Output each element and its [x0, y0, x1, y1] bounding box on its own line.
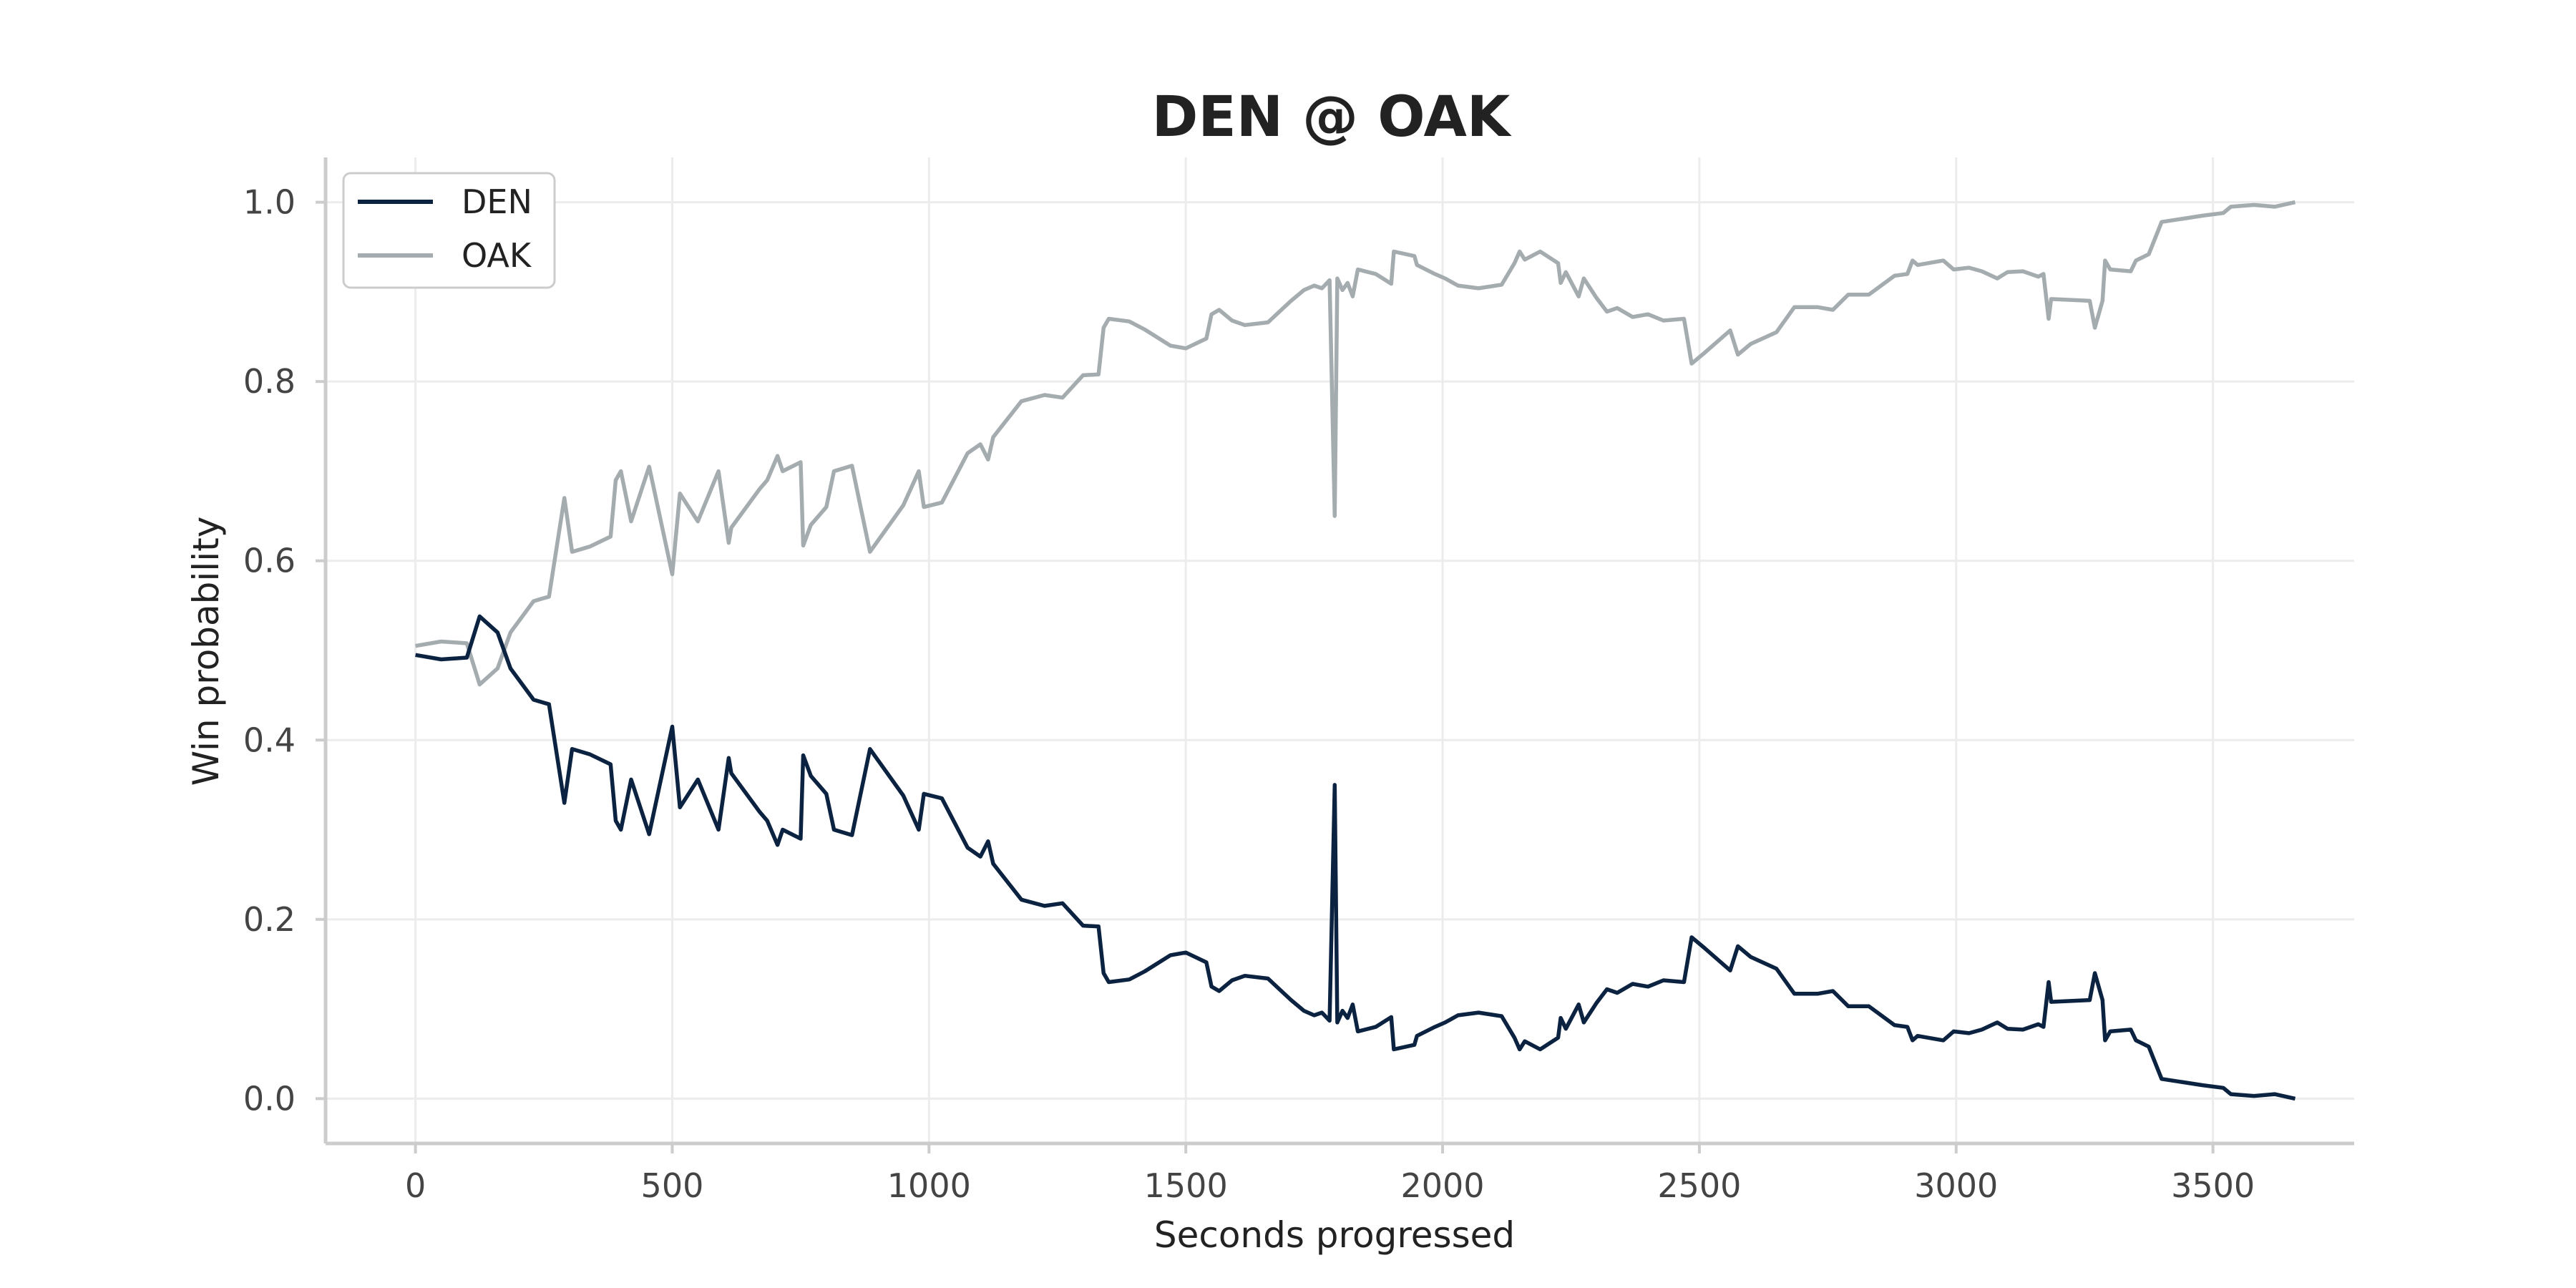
series-line-oak — [415, 200, 2296, 687]
x-tick-label: 3500 — [2171, 1166, 2255, 1205]
axes-spines — [323, 157, 2354, 1146]
x-tick-label: 3000 — [1914, 1166, 1998, 1205]
y-tick-label: 1.0 — [243, 183, 296, 222]
x-tick-label: 1500 — [1144, 1166, 1228, 1205]
series-lines — [415, 200, 2296, 1101]
legend: DEN OAK — [342, 172, 556, 289]
x-tick-label: 1000 — [887, 1166, 971, 1205]
x-tick-label: 2500 — [1657, 1166, 1741, 1205]
y-tick-label: 0.8 — [243, 362, 296, 401]
y-tick-label: 0.0 — [243, 1079, 296, 1118]
axis-ticks: 0 500 1000 1500 2000 2500 3000 3500 0.0 0.2 0.4 0.6… — [243, 183, 2255, 1205]
x-axis-label: Seconds progressed — [1154, 1214, 1515, 1256]
y-tick-label: 0.6 — [243, 542, 296, 580]
legend-label-den: DEN — [462, 182, 532, 221]
series-line-den — [415, 614, 2296, 1101]
x-tick-label: 2000 — [1401, 1166, 1485, 1205]
x-tick-label: 0 — [405, 1166, 426, 1205]
legend-label-oak: OAK — [462, 236, 532, 275]
grid-lines — [326, 157, 2354, 1143]
y-axis-label: Win probability — [185, 517, 227, 786]
y-tick-label: 0.2 — [243, 900, 296, 939]
x-tick-label: 500 — [641, 1166, 704, 1205]
y-tick-label: 0.4 — [243, 721, 296, 759]
chart-title: DEN @ OAK — [1152, 85, 1512, 150]
